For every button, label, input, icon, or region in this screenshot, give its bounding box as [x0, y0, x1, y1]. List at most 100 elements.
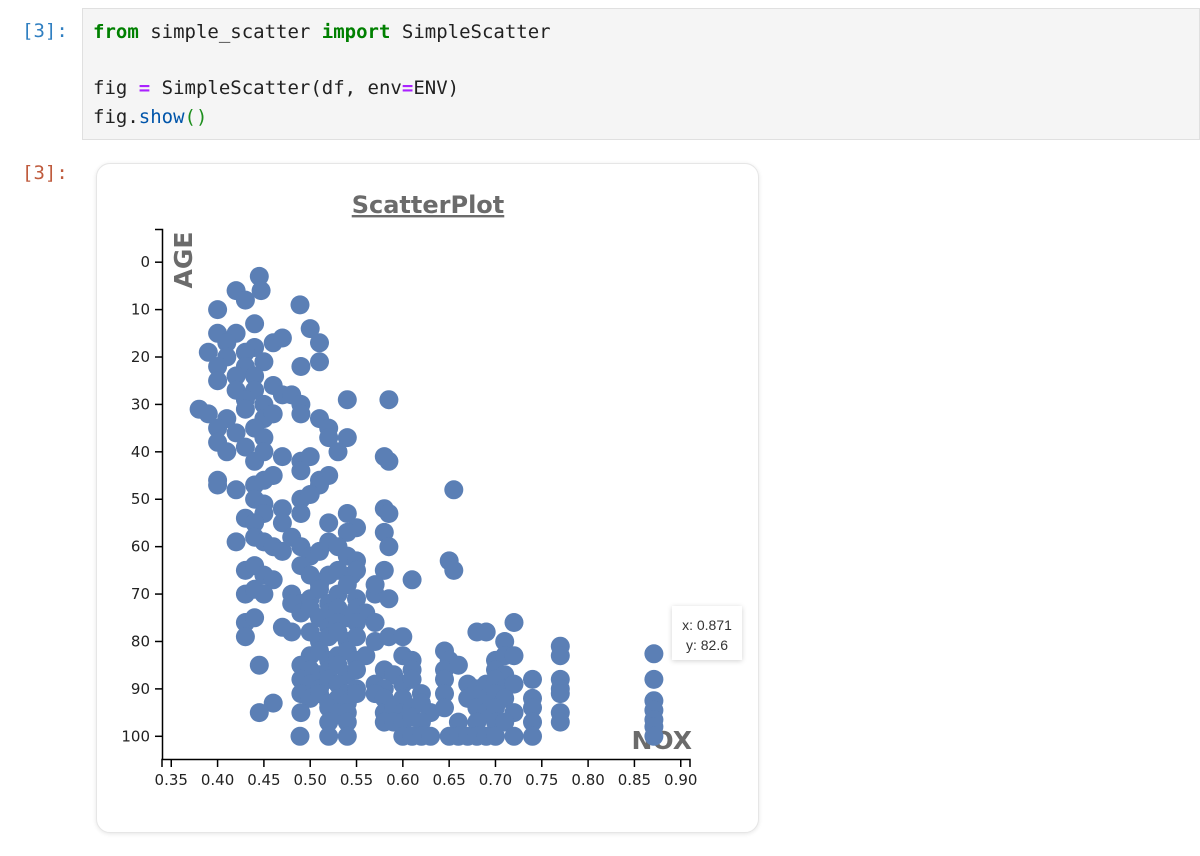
scatter-point[interactable]: [272, 541, 292, 561]
scatter-point[interactable]: [319, 726, 339, 746]
scatter-point[interactable]: [291, 461, 311, 481]
scatter-point[interactable]: [272, 328, 292, 348]
scatter-point[interactable]: [402, 570, 422, 590]
scatter-point[interactable]: [644, 644, 664, 664]
scatter-point[interactable]: [235, 290, 255, 310]
scatter-point[interactable]: [319, 513, 339, 533]
scatter-point[interactable]: [337, 428, 357, 448]
scatter-point[interactable]: [254, 442, 274, 462]
scatter-point[interactable]: [523, 712, 542, 732]
scatter-point[interactable]: [328, 442, 348, 462]
scatter-point[interactable]: [379, 537, 399, 557]
scatter-point[interactable]: [448, 712, 468, 732]
scatter-point[interactable]: [310, 333, 329, 353]
scatter-point[interactable]: [444, 480, 464, 500]
scatter-point[interactable]: [235, 437, 255, 457]
scatter-point[interactable]: [198, 404, 218, 424]
scatter-point[interactable]: [272, 513, 292, 533]
scatter-point[interactable]: [379, 589, 399, 609]
scatter-point[interactable]: [644, 726, 664, 746]
scatter-point[interactable]: [374, 522, 394, 542]
scatter-point[interactable]: [198, 342, 218, 362]
scatter-point[interactable]: [263, 570, 283, 590]
scatter-point[interactable]: [347, 684, 366, 704]
scatter-point[interactable]: [291, 404, 311, 424]
scatter-point[interactable]: [319, 428, 339, 448]
scatter-point[interactable]: [208, 418, 228, 438]
scatter-point[interactable]: [208, 371, 228, 391]
scatter-point[interactable]: [523, 726, 542, 746]
scatter-point[interactable]: [300, 319, 320, 339]
scatter-point[interactable]: [291, 357, 311, 376]
scatter-point[interactable]: [476, 622, 496, 642]
scatter-point[interactable]: [374, 560, 394, 580]
scatter-point[interactable]: [254, 352, 274, 372]
scatter-point[interactable]: [319, 712, 339, 732]
scatter-point[interactable]: [523, 698, 542, 718]
scatter-point[interactable]: [337, 504, 357, 523]
scatter-point[interactable]: [290, 295, 310, 315]
scatter-point[interactable]: [435, 669, 454, 689]
scatter-point[interactable]: [402, 669, 422, 689]
scatter-point[interactable]: [356, 646, 376, 666]
scatter-point[interactable]: [365, 575, 385, 595]
scatter-point[interactable]: [272, 447, 292, 467]
scatter-point[interactable]: [347, 560, 366, 580]
scatter-point[interactable]: [504, 674, 524, 694]
scatter-point[interactable]: [217, 442, 237, 462]
scatter-point[interactable]: [235, 627, 255, 647]
scatter-point[interactable]: [235, 399, 255, 419]
scatter-point[interactable]: [208, 357, 228, 376]
scatter-point[interactable]: [251, 281, 271, 301]
scatter-point[interactable]: [245, 608, 265, 628]
scatter-point[interactable]: [272, 499, 292, 519]
scatter-point[interactable]: [467, 712, 487, 732]
scatter-point[interactable]: [310, 579, 329, 599]
scatter-point[interactable]: [421, 726, 441, 746]
scatter-point[interactable]: [291, 504, 311, 523]
scatter-point[interactable]: [254, 584, 274, 604]
scatter-point[interactable]: [411, 712, 431, 732]
scatter-point[interactable]: [226, 480, 246, 500]
scatter-point[interactable]: [208, 475, 228, 495]
scatter-point[interactable]: [379, 627, 399, 647]
scatter-point[interactable]: [374, 447, 394, 467]
scatter-point[interactable]: [226, 366, 246, 386]
scatter-point[interactable]: [550, 712, 570, 732]
scatter-point[interactable]: [310, 352, 329, 372]
scatter-point[interactable]: [249, 703, 269, 723]
scatter-point[interactable]: [379, 504, 399, 523]
scatter-point[interactable]: [282, 622, 302, 642]
scatter-point[interactable]: [263, 404, 283, 424]
scatter-point[interactable]: [245, 513, 265, 533]
scatter-point[interactable]: [254, 428, 274, 448]
scatter-point[interactable]: [337, 726, 357, 746]
scatter-point[interactable]: [245, 366, 265, 386]
scatter-point[interactable]: [444, 560, 464, 580]
scatter-point[interactable]: [337, 712, 357, 732]
scatter-point[interactable]: [263, 466, 283, 485]
scatter-point[interactable]: [245, 314, 265, 334]
scatter-point[interactable]: [249, 266, 269, 286]
scatter-point[interactable]: [486, 698, 505, 718]
scatter-point[interactable]: [523, 669, 542, 689]
scatter-point[interactable]: [486, 726, 505, 746]
scatter-point[interactable]: [208, 300, 228, 320]
code-cell[interactable]: from simple_scatter import SimpleScatter…: [82, 8, 1200, 140]
scatter-point[interactable]: [347, 613, 366, 632]
scatter-point[interactable]: [291, 703, 311, 723]
scatter-point[interactable]: [393, 627, 413, 647]
scatter-point[interactable]: [644, 669, 664, 689]
scatter-point[interactable]: [495, 712, 515, 732]
scatter-point[interactable]: [217, 333, 237, 353]
scatter-point[interactable]: [337, 575, 357, 595]
scatter-point[interactable]: [504, 646, 524, 666]
scatter-point[interactable]: [300, 447, 320, 467]
scatter-point[interactable]: [379, 390, 399, 410]
scatter-point[interactable]: [550, 684, 570, 704]
scatter-point[interactable]: [435, 684, 454, 704]
scatter-point[interactable]: [226, 532, 246, 552]
scatter-point[interactable]: [435, 698, 454, 718]
scatter-point[interactable]: [347, 627, 366, 647]
scatter-point[interactable]: [550, 646, 570, 666]
